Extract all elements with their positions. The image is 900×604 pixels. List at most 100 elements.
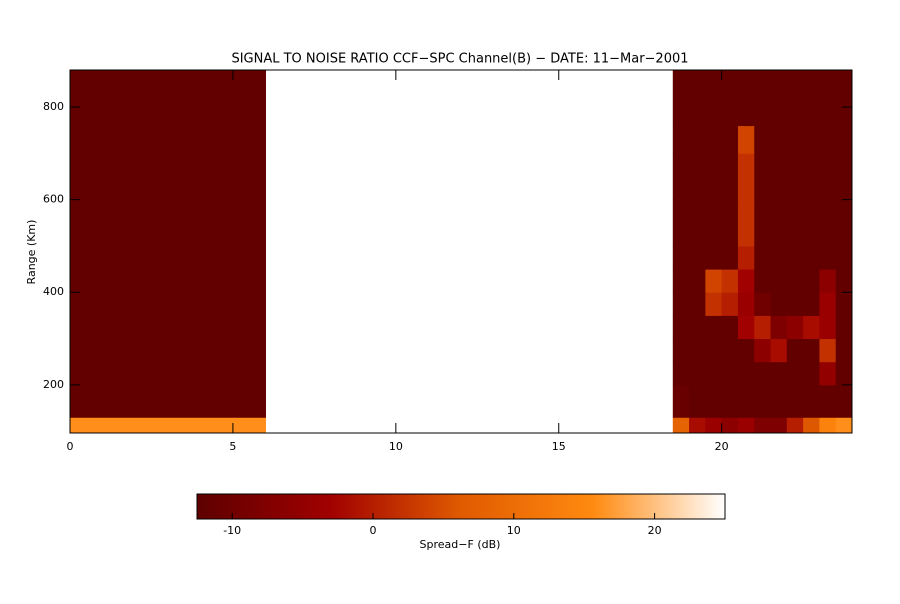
heatmap-cell (803, 199, 820, 247)
heatmap-cell (803, 292, 820, 316)
heatmap-cell (786, 315, 804, 340)
heatmap-cell (835, 338, 853, 363)
heatmap-cell (689, 361, 706, 386)
plot-frame (69, 69, 853, 434)
heatmap-cell (819, 269, 837, 293)
x-tick-label: 20 (715, 440, 729, 453)
heatmap-cell (737, 361, 755, 386)
chart-title: SIGNAL TO NOISE RATIO CCF−SPC Channel(B)… (231, 52, 688, 67)
heatmap-cell (754, 153, 772, 201)
y-tick-label: 800 (43, 100, 64, 113)
heatmap-cell (705, 199, 723, 247)
heatmap-cell (835, 199, 853, 247)
heatmap-cell (786, 153, 804, 201)
heatmap-cell (819, 417, 837, 434)
heatmap-cell (754, 338, 772, 363)
heatmap-cell (689, 153, 706, 201)
heatmap-cell (672, 70, 690, 127)
heatmap-cell (721, 125, 739, 154)
heatmap-cell (672, 361, 690, 386)
heatmap-cell (754, 361, 772, 386)
heatmap-cell (786, 125, 804, 154)
heatmap-cell (705, 125, 723, 154)
heatmap-cell (672, 153, 690, 201)
colorbar (196, 493, 726, 520)
heatmap-cell (819, 70, 837, 127)
heatmap-cell (803, 384, 820, 418)
y-axis-label: Range (Km) (25, 220, 38, 285)
x-tick-label: 15 (552, 440, 566, 453)
heatmap-cell (689, 199, 706, 247)
heatmap-cell (672, 417, 690, 434)
heatmap-cell (70, 417, 266, 434)
colorbar-tick-label: 20 (648, 524, 662, 537)
y-tick-label: 400 (43, 285, 64, 298)
heatmap-cell (689, 269, 706, 293)
heatmap-cell (70, 338, 266, 363)
heatmap-cell (721, 338, 739, 363)
heatmap-cell (737, 199, 755, 247)
heatmap-cell (786, 361, 804, 386)
heatmap-cell (770, 153, 788, 201)
heatmap-cell (819, 338, 837, 363)
heatmap-cell (672, 199, 690, 247)
heatmap-cell (770, 361, 788, 386)
heatmap-cell (819, 125, 837, 154)
heatmap-cell (835, 361, 853, 386)
heatmap-cell (70, 245, 266, 270)
heatmap-cell (689, 417, 706, 434)
heatmap-cell (689, 384, 706, 418)
heatmap-cell (835, 153, 853, 201)
heatmap-cell (705, 292, 723, 316)
heatmap-cell (770, 125, 788, 154)
heatmap-cell (689, 315, 706, 340)
heatmap-cell (770, 338, 788, 363)
heatmap-cell (754, 315, 772, 340)
heatmap-cell (705, 153, 723, 201)
y-tick-label: 200 (43, 378, 64, 391)
heatmap-cell (819, 315, 837, 340)
heatmap-cell (835, 315, 853, 340)
heatmap-cell (721, 315, 739, 340)
heatmap-cell (705, 269, 723, 293)
heatmap-cell (754, 70, 772, 127)
heatmap-cell (819, 153, 837, 201)
heatmap-cell (737, 153, 755, 201)
heatmap-cell (786, 269, 804, 293)
colorbar-tick-label: -10 (223, 524, 241, 537)
heatmap-cell (70, 199, 266, 247)
heatmap-cell (819, 292, 837, 316)
heatmap-cell (770, 199, 788, 247)
heatmap-cell (737, 315, 755, 340)
heatmap-cell (705, 245, 723, 270)
heatmap-cell (770, 384, 788, 418)
heatmap-cell (754, 417, 772, 434)
heatmap-cell (786, 70, 804, 127)
heatmap-cell (672, 292, 690, 316)
heatmap-cell (705, 338, 723, 363)
heatmap-cell (786, 199, 804, 247)
heatmap-cell (803, 269, 820, 293)
heatmap-cell (754, 245, 772, 270)
heatmap-cell (737, 269, 755, 293)
heatmap-cell (721, 199, 739, 247)
heatmap-cell (770, 245, 788, 270)
colorbar-tick-label: 10 (507, 524, 521, 537)
heatmap-cell (819, 361, 837, 386)
heatmap-cell (737, 125, 755, 154)
heatmap-cell (721, 417, 739, 434)
heatmap-cell (705, 417, 723, 434)
heatmap-cell (786, 292, 804, 316)
heatmap-cell (737, 70, 755, 127)
colorbar-label: Spread−F (dB) (420, 538, 501, 551)
heatmap-cell (70, 315, 266, 340)
heatmap-cell (705, 315, 723, 340)
heatmap-cell (70, 384, 266, 418)
heatmap-cell (705, 384, 723, 418)
heatmap-cell (835, 292, 853, 316)
heatmap-cell (786, 417, 804, 434)
heatmap-cell (754, 292, 772, 316)
heatmap-cell (721, 292, 739, 316)
heatmap-cell (689, 292, 706, 316)
